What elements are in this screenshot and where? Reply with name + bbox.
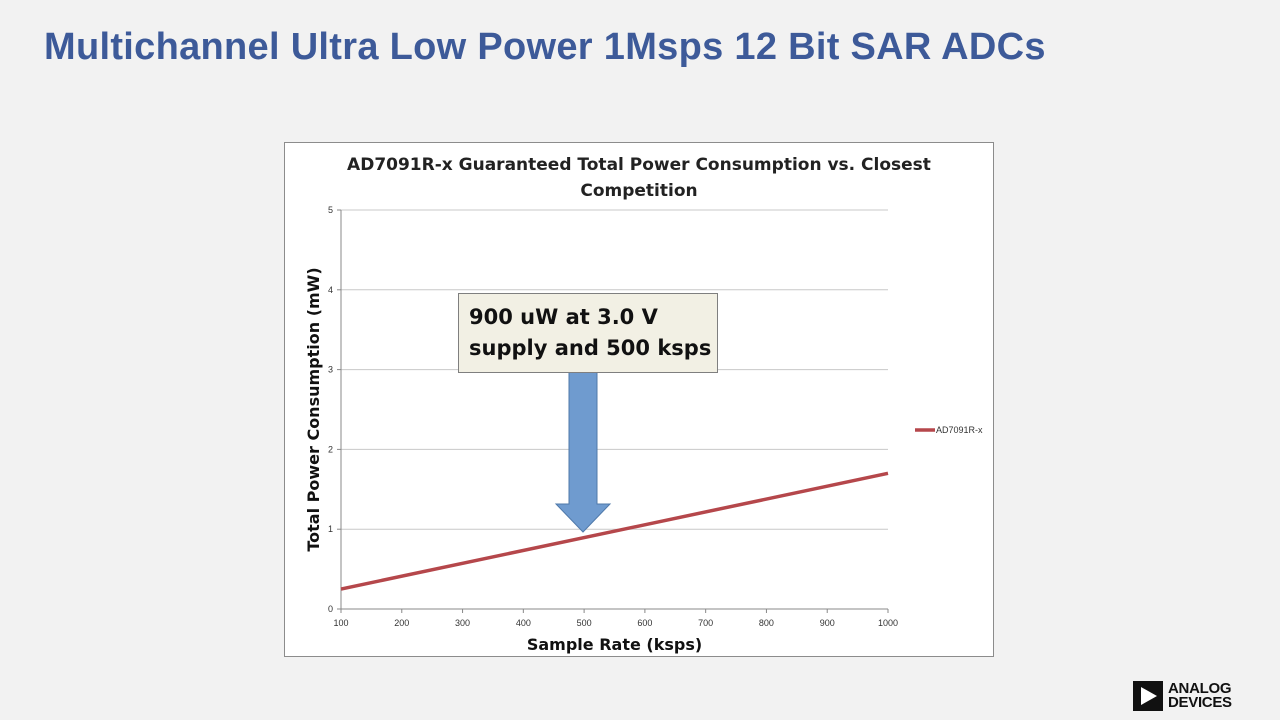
legend-label-AD7091R-x: AD7091R-x <box>936 425 983 435</box>
x-tick-label-200: 200 <box>394 618 409 628</box>
y-tick-label-4: 4 <box>328 285 333 295</box>
x-tick-label-300: 300 <box>455 618 470 628</box>
x-tick-label-700: 700 <box>698 618 713 628</box>
y-tick-label-5: 5 <box>328 205 333 215</box>
logo-text: ANALOG DEVICES <box>1168 680 1232 711</box>
y-tick-label-0: 0 <box>328 604 333 614</box>
logo-triangle-icon <box>1133 681 1163 711</box>
slide-title: Multichannel Ultra Low Power 1Msps 12 Bi… <box>44 26 1046 68</box>
logo-line-1: ANALOG <box>1168 680 1232 697</box>
x-tick-label-900: 900 <box>820 618 835 628</box>
y-tick-label-1: 1 <box>328 524 333 534</box>
chart-title-line-2: Competition <box>580 181 697 201</box>
x-tick-label-1000: 1000 <box>878 618 898 628</box>
power-chart: AD7091R-x Guaranteed Total Power Consump… <box>304 155 983 654</box>
callout-box: 900 uW at 3.0 V supply and 500 ksps <box>458 293 718 373</box>
x-tick-label-400: 400 <box>516 618 531 628</box>
analog-devices-logo: ANALOG DEVICES <box>1133 681 1232 711</box>
callout-line-1: 900 uW at 3.0 V <box>469 305 658 329</box>
callout-line-2: supply and 500 ksps <box>469 336 712 360</box>
x-tick-label-600: 600 <box>637 618 652 628</box>
x-axis-title: Sample Rate (ksps) <box>527 635 702 654</box>
y-tick-label-2: 2 <box>328 444 333 454</box>
chart-title-line-1: AD7091R-x Guaranteed Total Power Consump… <box>347 155 931 175</box>
series-line-AD7091R-x <box>340 471 889 591</box>
chart-frame: AD7091R-x Guaranteed Total Power Consump… <box>284 142 994 657</box>
x-tick-label-100: 100 <box>333 618 348 628</box>
callout-arrow <box>554 372 612 533</box>
logo-line-2: DEVICES <box>1168 694 1232 711</box>
x-tick-label-800: 800 <box>759 618 774 628</box>
y-tick-label-3: 3 <box>328 365 333 375</box>
x-tick-label-500: 500 <box>577 618 592 628</box>
y-axis-title: Total Power Consumption (mW) <box>304 267 323 551</box>
